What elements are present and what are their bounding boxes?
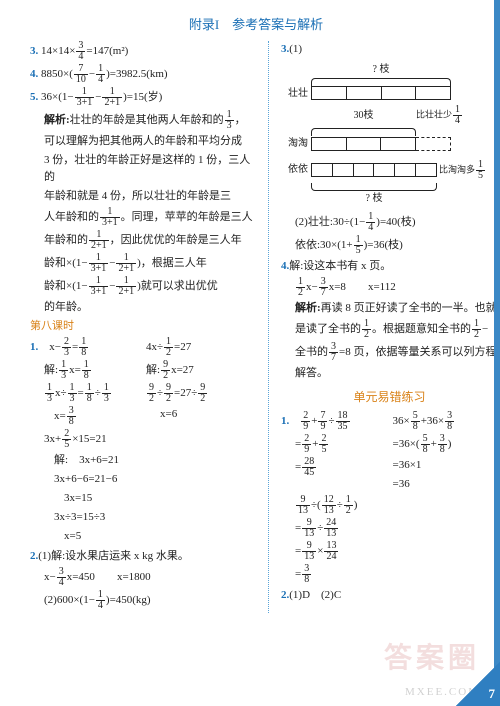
column-divider [268,41,269,613]
problem-3: 3.(1) [281,41,498,58]
problem-4: 4.解:设这本书有 x 页。 [281,258,498,275]
problem-1b: 3x+25×15=21 [30,429,256,450]
item-4: 4. 8850×(710−14)=3982.5(km) [30,64,256,85]
problem-2: 2.(1)解:设水果店运来 x kg 水果。 [30,548,256,565]
item-3: 3. 14×14×34=147(m²) [30,41,256,62]
item-5: 5. 36×(1−13+1−12+1)=15(岁) [30,87,256,108]
left-column: 3. 14×14×34=147(m²) 4. 8850×(710−14)=398… [30,41,256,613]
page-header: 附录I 参考答案与解析 [30,14,482,33]
right-edge-stripe [494,0,500,706]
analysis-block: 解析:壮壮的年龄是其他两人年龄和的13， [30,110,256,131]
right-column: 3.(1) ? 枝 壮壮 30枝 比壮壮少14 淘淘 [281,41,498,613]
unit-1: 1. 29+79÷1835 =29+25 =2845 36×58+36×38 =… [281,411,498,495]
two-columns: 3. 14×14×34=147(m²) 4. 8850×(710−14)=398… [30,41,482,613]
page-root: 附录I 参考答案与解析 3. 14×14×34=147(m²) 4. 8850×… [0,0,500,706]
lesson-8-title: 第八课时 [30,318,256,335]
page-number-corner: 7 [456,662,500,706]
problem-1: 1. x−23=18 解:13x=18 13x÷13=18÷13 x=38 4x… [30,337,256,429]
unit-title: 单元易错练习 [281,388,498,407]
unit-2: 2.(1)D (2)C [281,587,498,604]
bar-diagram: ? 枝 壮壮 30枝 比壮壮少14 淘淘 依依 [281,62,498,206]
